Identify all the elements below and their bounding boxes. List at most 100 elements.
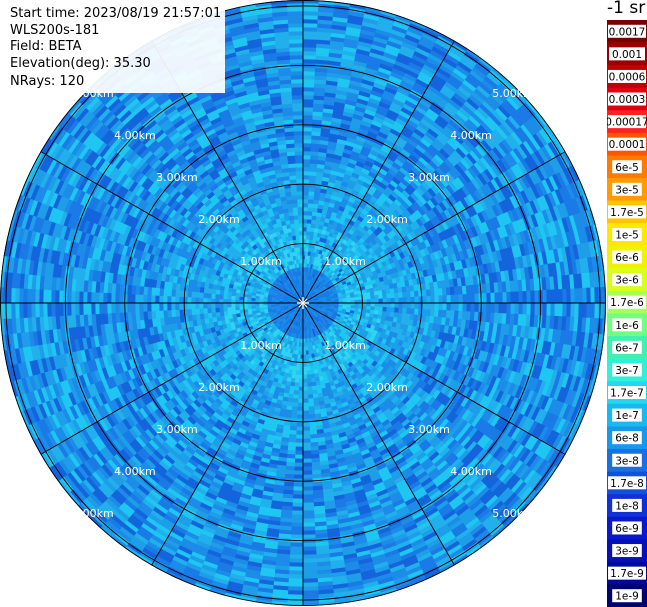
scan-cell bbox=[386, 307, 392, 313]
scan-cell bbox=[442, 302, 448, 311]
scan-cell bbox=[226, 306, 232, 312]
scan-cell bbox=[297, 402, 304, 408]
scan-cell bbox=[298, 230, 304, 236]
scan-cell bbox=[302, 454, 312, 460]
scan-cell bbox=[307, 390, 313, 396]
scan-cell bbox=[214, 302, 220, 308]
scan-cell bbox=[302, 458, 312, 464]
scan-cell bbox=[294, 454, 304, 460]
scan-cell bbox=[298, 218, 304, 224]
scan-cell bbox=[298, 222, 304, 228]
scan-cell bbox=[302, 150, 312, 156]
scan-cell bbox=[382, 306, 388, 313]
scan-cell bbox=[150, 294, 156, 304]
scan-cell bbox=[290, 186, 298, 192]
scan-cell bbox=[293, 390, 299, 396]
scan-cell bbox=[174, 302, 180, 311]
scan-cell bbox=[302, 166, 311, 172]
scan-cell bbox=[302, 410, 310, 416]
scan-cell bbox=[222, 302, 228, 308]
scan-cell bbox=[450, 294, 456, 304]
scan-cell bbox=[295, 438, 304, 444]
scan-cell bbox=[302, 158, 311, 164]
scan-cell bbox=[302, 218, 308, 224]
scan-cell bbox=[154, 294, 160, 304]
scan-cell bbox=[297, 206, 304, 212]
scan-cell bbox=[426, 302, 432, 311]
scan-cell bbox=[298, 370, 304, 376]
scan-cell bbox=[190, 290, 196, 298]
scan-cell bbox=[454, 302, 460, 312]
scan-cell bbox=[290, 190, 298, 196]
scan-cell bbox=[297, 198, 304, 204]
scan-cell bbox=[296, 418, 304, 424]
scan-cell bbox=[290, 410, 298, 416]
scan-cell bbox=[302, 194, 310, 200]
scan-cell bbox=[230, 298, 236, 304]
scan-cell bbox=[298, 374, 304, 380]
scan-cell bbox=[410, 290, 416, 298]
scan-cell bbox=[374, 298, 380, 304]
scan-cell bbox=[170, 295, 176, 304]
scan-cell bbox=[382, 298, 388, 304]
scan-cell bbox=[382, 293, 388, 300]
scan-cell bbox=[296, 178, 304, 184]
scan-cell bbox=[302, 362, 307, 368]
scan-cell bbox=[430, 302, 436, 311]
scan-cell bbox=[302, 214, 308, 220]
scan-cell bbox=[307, 386, 313, 392]
scan-cell bbox=[302, 238, 307, 244]
scan-cell bbox=[394, 297, 400, 304]
scan-cell bbox=[214, 298, 220, 304]
scan-cell bbox=[166, 302, 172, 311]
scan-cell bbox=[234, 302, 240, 307]
scan-cell bbox=[210, 302, 216, 309]
scan-cell bbox=[430, 295, 436, 304]
scan-cell bbox=[434, 295, 440, 304]
scan-cell bbox=[458, 294, 464, 304]
scan-cell bbox=[298, 378, 304, 384]
scan-cell bbox=[222, 306, 228, 312]
scan-cell bbox=[302, 426, 311, 432]
scan-cell bbox=[302, 170, 311, 176]
scan-cell bbox=[295, 234, 301, 240]
scan-cell bbox=[398, 297, 404, 304]
scan-cell bbox=[294, 458, 304, 464]
scan-cell bbox=[302, 154, 312, 160]
scan-cell bbox=[390, 297, 396, 304]
scan-cell bbox=[218, 302, 224, 308]
scan-cell bbox=[298, 386, 304, 392]
scan-cell bbox=[302, 398, 309, 404]
scan-cell bbox=[410, 302, 416, 310]
scan-cell bbox=[390, 302, 396, 309]
scan-cell bbox=[366, 299, 372, 304]
scan-cell bbox=[302, 210, 309, 216]
scan-cell bbox=[297, 398, 304, 404]
scan-cell bbox=[290, 414, 298, 420]
scan-cell bbox=[307, 206, 314, 212]
scan-cell bbox=[442, 295, 448, 304]
scan-cell bbox=[466, 302, 472, 313]
scan-cell bbox=[406, 296, 412, 304]
scan-cell bbox=[426, 295, 432, 304]
scan-cell bbox=[450, 302, 456, 312]
scan-cell bbox=[295, 174, 304, 180]
scan-cell bbox=[394, 302, 400, 309]
scan-cell bbox=[302, 418, 310, 424]
scan-cell bbox=[206, 307, 212, 314]
scan-cell bbox=[302, 462, 312, 468]
scan-cell bbox=[398, 302, 404, 309]
scan-cell bbox=[414, 290, 420, 298]
scan-cell bbox=[297, 210, 304, 216]
scan-cell bbox=[186, 296, 192, 304]
scan-cell bbox=[190, 302, 196, 310]
scan-cell bbox=[306, 382, 313, 388]
scan-cell bbox=[202, 297, 208, 304]
scan-cell bbox=[466, 293, 472, 304]
scan-cell bbox=[174, 295, 180, 304]
scan-cell bbox=[370, 302, 376, 308]
scan-cell bbox=[302, 430, 311, 436]
scan-cell bbox=[302, 390, 309, 396]
scan-cell bbox=[402, 297, 408, 304]
scan-cell bbox=[190, 296, 196, 304]
